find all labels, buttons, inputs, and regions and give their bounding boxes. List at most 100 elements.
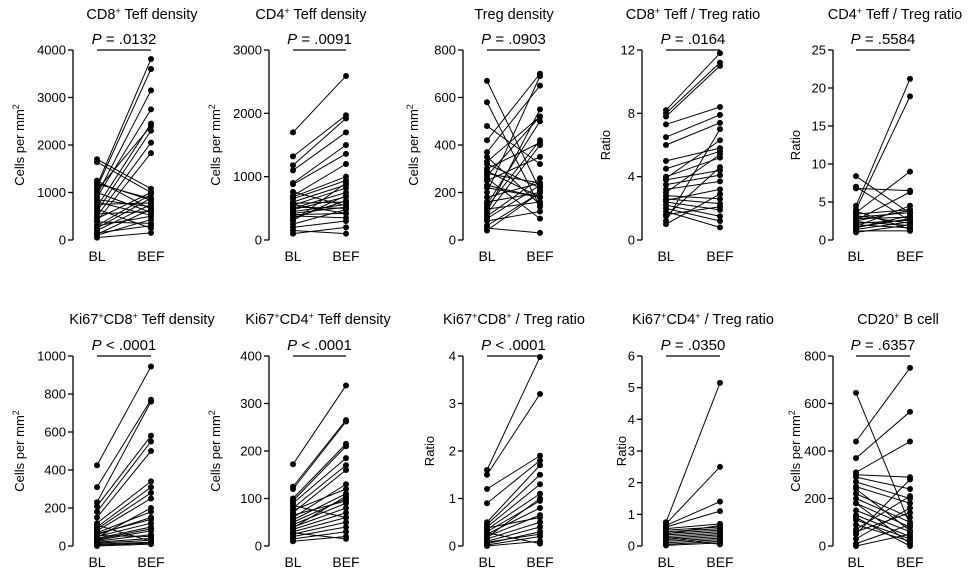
paired-line [96,152,152,222]
data-point-bl [484,149,490,156]
p-value-number: .0903 [508,31,546,48]
title-text: B cell [899,312,939,328]
paired-line [96,221,152,224]
p-operator: = [671,337,688,354]
p-value-label: P = .0903 [481,31,546,48]
paired-line [96,208,152,235]
title-superscript: + [857,6,862,16]
paired-line [486,192,541,231]
data-point-bef [717,178,723,185]
paired-line [855,187,911,192]
paired-line [665,382,721,523]
data-point-bef [343,173,349,180]
paired-line [665,114,721,138]
data-point-bef [343,180,349,186]
data-point-bef [537,540,543,547]
data-point-bef [148,195,154,202]
y-tick-label: 12 [621,43,635,58]
x-category-label: BL [478,248,495,264]
paired-line [292,488,347,511]
paired-line [292,182,347,222]
p-operator: = [671,31,688,48]
data-point-bef [717,218,723,224]
paired-line [665,106,721,125]
paired-line [96,498,152,532]
data-point-bl [484,218,490,224]
data-point-bef [148,150,154,157]
data-point-bef [148,127,154,134]
p-value-label: P = .6357 [851,337,916,354]
paired-line [96,219,152,236]
paired-line [665,188,721,201]
p-symbol: P [661,31,671,48]
y-tick-label: 600 [434,90,456,105]
paired-line [665,198,721,205]
data-point-bl [663,142,669,148]
data-point-bef [343,142,349,148]
data-point-bef [537,481,543,488]
title-text: CD20 [857,312,894,328]
x-category-label: BEF [332,248,359,264]
paired-line [96,123,152,208]
data-point-bef [537,462,543,469]
paired-line [96,524,152,542]
data-point-bef [537,175,543,182]
data-point-bef [717,195,723,202]
title-text: CD8 [104,312,133,328]
paired-line [855,486,911,504]
paired-line [292,507,347,528]
paired-line [96,225,152,234]
data-point-bl [484,161,490,167]
data-point-bl [484,182,490,189]
data-point-bef [343,224,349,231]
paired-line [96,90,152,196]
y-axis-label-superscript: 2 [787,410,797,415]
paired-line [855,441,911,473]
data-point-bef [148,484,154,491]
p-value-label: P < .0001 [287,337,352,354]
paired-line [486,192,541,227]
y-axis-label: Cells per mm2 [11,104,27,186]
y-tick-label: 8 [628,106,635,121]
data-point-bl [853,486,859,492]
x-category-label: BL [657,554,674,570]
data-point-bl [663,113,669,120]
data-point-bl [484,529,490,536]
data-point-bl [94,187,100,194]
paired-line [292,464,347,509]
title-text: Treg density [474,7,554,23]
paired-line [96,441,152,513]
data-point-bef [907,493,913,500]
data-point-bef [343,509,349,516]
data-point-bef [148,123,154,129]
x-category-label: BL [88,554,105,570]
data-point-bef [537,531,543,538]
data-point-bl [484,534,490,541]
paired-line [96,208,152,229]
paired-line [855,367,911,442]
p-symbol: P [287,31,297,48]
paired-line [292,495,347,529]
p-value-number: .0001 [314,337,352,354]
data-point-bef [717,111,723,118]
y-tick-label: 5 [628,380,635,395]
data-point-bef [343,197,349,204]
paired-line [96,492,152,530]
paired-line [665,193,721,225]
title-superscript: + [894,311,899,321]
data-point-bl [484,210,490,217]
paired-line [96,203,152,231]
p-value-label: P = .0091 [287,31,352,48]
title-text: CD4 [255,7,284,23]
x-category-label: BEF [706,554,733,570]
paired-line [96,211,152,215]
y-axis-label-text: Cells per mm [12,415,27,492]
p-operator: < [102,337,119,354]
x-category-label: BEF [526,554,553,570]
data-point-bl [663,181,669,188]
data-point-bef [537,142,543,148]
paired-line [292,230,347,235]
title-text: Ki67 [245,312,274,328]
data-point-bef [148,525,154,532]
p-symbol: P [481,337,491,354]
